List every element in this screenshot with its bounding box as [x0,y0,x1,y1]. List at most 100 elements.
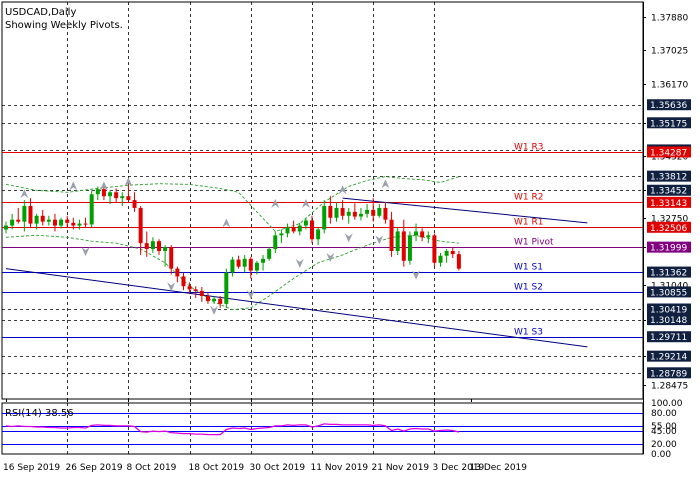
bear-candle-body [83,223,88,225]
bull-candle-body [77,223,82,226]
fractal-up-arrow [338,185,347,195]
bear-candle-body [132,200,137,208]
fractal-down-arrow [344,233,353,243]
rsi-tick-label: 55.00 [651,422,677,432]
x-tick-label: 18 Oct 2019 [189,463,245,473]
bear-candle-body [71,222,76,226]
fractal-down-arrow [295,258,304,268]
price-tag [647,266,691,278]
bear-candle-body [340,207,345,216]
bear-candle-body [310,220,314,240]
price-tag-label: 1.31999 [650,244,687,254]
bull-candle-body [334,207,339,218]
y-tick-label: 1.37880 [651,14,688,24]
price-tag [647,350,691,362]
price-tag [647,146,691,158]
y-tick-label: 1.34320 [651,153,688,163]
price-tag-label: 1.31362 [650,269,687,279]
price-tag [647,367,691,379]
price-tag-label: 1.30419 [650,305,687,315]
bull-candle-body [273,235,278,250]
bull-candle-body [303,220,308,226]
price-tag [647,196,691,208]
x-tick-label: 11 Nov 2019 [311,463,369,473]
rsi-tick-label: 100.00 [651,399,683,409]
bull-candle-body [4,225,8,230]
chart-indicator-subtitle: Showing Weekly Pivots. [5,20,123,31]
chart-symbol-title: USDCAD,Daily [5,7,76,18]
bull-candle-body [89,194,94,225]
bull-candle-body [224,272,229,304]
x-tick-label: 26 Sep 2019 [66,463,123,473]
bull-candle-body [242,258,247,267]
bear-candle-body [138,207,143,244]
bear-candle-body [16,219,21,222]
y-tick-label: 1.36170 [651,81,688,91]
bull-candle-body [407,235,412,261]
price-tag-label: 1.33143 [650,199,687,209]
bear-candle-body [371,209,376,216]
price-tag [647,170,691,182]
x-tick-label: 13 Dec 2019 [470,463,528,473]
fractal-up-arrow [124,177,133,187]
price-tag-label: 1.35175 [650,119,687,129]
pivot-level-label: W1 S1 [514,263,543,273]
x-tick-label: 16 Sep 2019 [3,463,60,473]
bear-candle-body [352,211,357,217]
fractal-down-arrow [167,282,176,292]
bull-candle-body [163,247,168,252]
bear-candle-body [181,276,186,287]
trendline [342,197,588,224]
pivot-level-label: W1 R3 [514,143,543,153]
price-tag [647,286,691,298]
bear-candle-body [432,235,437,263]
bear-candle-body [114,192,119,199]
bear-candle-body [291,227,296,232]
x-tick-label: 30 Oct 2019 [250,463,306,473]
y-tick-label: 1.28475 [651,382,688,392]
price-tag [647,117,691,129]
bear-candle-body [199,290,204,297]
bull-candle-body [120,196,125,199]
price-tag-label: 1.33452 [650,187,687,197]
fractal-down-arrow [246,290,255,300]
rsi-tick-label: 80.00 [651,409,677,419]
bear-candle-body [389,219,394,252]
rsi-title: RSI(14) 38.56 [5,408,74,419]
fractal-up-arrow [222,218,231,228]
bull-candle-body [267,249,272,259]
rsi-line [5,423,460,436]
bull-candle-body [150,241,155,250]
price-tag-label: 1.35636 [650,101,687,111]
bear-candle-body [248,258,253,271]
price-tag-label: 1.32506 [650,224,687,234]
pivot-level-label: W1 R2 [514,193,543,203]
bear-candle-body [187,286,192,290]
bull-candle-body [34,215,39,224]
pivot-level-label: W1 R1 [514,218,543,228]
fractal-down-arrow [210,305,219,315]
bull-candle-body [230,259,235,273]
fractal-down-arrow [81,247,90,257]
price-tag [647,221,691,233]
price-tag [647,331,691,343]
bull-candle-body [10,219,15,226]
bear-candle-body [65,219,70,223]
bull-candle-body [438,255,443,263]
bear-candle-body [157,241,161,252]
price-tag-label: 1.33812 [650,173,687,183]
price-tag [647,99,691,111]
bull-candle-body [322,205,327,230]
envelope-lower-band [5,234,459,311]
fractal-down-arrow [326,252,335,262]
fractal-up-arrow [381,179,390,189]
price-tag-label: 1.29711 [650,333,687,343]
bear-candle-body [144,243,149,250]
fractal-up-arrow [301,198,310,208]
bear-candle-body [40,215,45,222]
fractal-down-arrow [412,270,421,280]
bull-candle-body [414,231,419,236]
fractal-up-arrow [69,181,78,191]
y-tick-label: 1.32750 [651,215,688,225]
